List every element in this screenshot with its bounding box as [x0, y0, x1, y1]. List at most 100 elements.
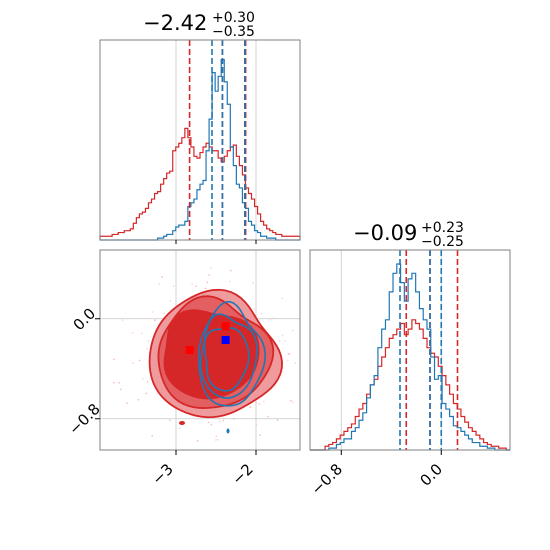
joint-scatter-point: [258, 403, 260, 405]
joint-scatter-point: [179, 427, 181, 430]
joint-scatter-point: [281, 297, 284, 300]
joint-scatter-point: [269, 318, 271, 321]
joint-scatter-point: [219, 420, 221, 422]
joint-marker-red: [221, 322, 230, 331]
joint-scatter-point: [278, 340, 281, 342]
y-histogram-blue: [310, 263, 510, 451]
y-param-title: −0.09 +0.23 −0.25: [353, 220, 464, 250]
joint-scatter-point: [151, 434, 153, 437]
y-title-value: −0.09: [353, 221, 417, 245]
joint-scatter-point: [208, 274, 210, 276]
joint-scatter-point: [154, 319, 156, 321]
joint-scatter-point: [121, 319, 124, 321]
joint-contour-blue-inner: [203, 327, 250, 392]
y-marginal-panel: [309, 249, 511, 451]
y-marginal-frame: [309, 249, 511, 451]
joint-scatter-point: [151, 311, 154, 313]
joint-scatter-point: [292, 329, 294, 332]
joint-scatter-point: [141, 332, 143, 335]
joint-scatter-point: [169, 419, 171, 422]
joint-scatter-point: [118, 381, 120, 384]
joint-x-tick-label: −3: [148, 460, 176, 488]
joint-marker-red: [185, 346, 194, 354]
joint-scatter-point: [204, 287, 207, 290]
x-title-lower: −0.35: [212, 24, 255, 40]
joint-scatter-point: [120, 388, 122, 391]
joint-scatter-point: [228, 280, 231, 283]
joint-scatter-point: [210, 423, 213, 426]
x-marginal-frame: [99, 39, 301, 241]
x-histogram-red: [99, 127, 301, 240]
joint-scatter-point: [138, 359, 141, 362]
joint-outlier-blue: [226, 428, 230, 434]
joint-scatter-point: [253, 308, 255, 310]
joint-scatter-point: [113, 358, 115, 361]
joint-scatter-point: [157, 317, 159, 320]
joint-scatter-point: [169, 300, 172, 302]
joint-scatter-point: [113, 382, 115, 384]
joint-contour-red-inner: [163, 309, 260, 400]
joint-scatter-point: [249, 406, 251, 408]
x-histogram-blue: [100, 58, 300, 241]
y-marginal-tick-label: 0.0: [416, 460, 446, 490]
joint-scatter-point: [252, 282, 254, 284]
joint-scatter-point: [131, 332, 134, 334]
joint-scatter-point: [132, 362, 134, 364]
joint-scatter-point: [281, 370, 283, 373]
joint-scatter-point: [197, 418, 199, 420]
joint-scatter-point: [142, 378, 144, 380]
joint-marker-blue: [221, 336, 230, 344]
joint-scatter-point: [163, 312, 165, 314]
joint-scatter-point: [290, 400, 292, 402]
joint-scatter-point: [273, 317, 275, 319]
joint-scatter-point: [126, 402, 128, 404]
x-marginal-panel: [99, 39, 301, 241]
joint-scatter-point: [255, 402, 257, 404]
joint-scatter-point: [284, 340, 286, 342]
joint-scatter-point: [233, 417, 235, 420]
x-title-value: −2.42: [143, 11, 207, 35]
joint-scatter-point: [230, 269, 232, 272]
joint-scatter-point: [195, 285, 197, 287]
y-title-upper: +0.23: [421, 220, 464, 236]
joint-contour-blue-outer: [197, 301, 266, 407]
joint-scatter-point: [294, 362, 296, 364]
joint-scatter-point: [217, 438, 219, 441]
joint-scatter-point: [287, 359, 289, 362]
joint-scatter-point: [287, 353, 290, 355]
joint-scatter-point: [191, 283, 193, 285]
joint-scatter-point: [173, 285, 175, 287]
joint-scatter-point: [207, 421, 210, 424]
joint-scatter-point: [276, 419, 279, 421]
y-title-lower: −0.25: [421, 234, 464, 250]
joint-x-tick-label: −2: [228, 460, 256, 488]
joint-scatter-point: [147, 340, 149, 342]
joint-scatter-point: [259, 434, 261, 436]
joint-scatter-point: [146, 347, 149, 350]
joint-outlier-red: [179, 421, 185, 425]
y-histogram-red: [310, 319, 510, 451]
joint-scatter-point: [302, 340, 303, 341]
joint-scatter-point: [158, 283, 160, 285]
joint-scatter-point: [267, 415, 269, 418]
joint-panel: [99, 249, 303, 451]
joint-frame: [99, 249, 301, 451]
joint-scatter-point: [281, 334, 284, 337]
joint-scatter-point: [289, 353, 291, 355]
x-title-upper: +0.30: [212, 10, 255, 26]
joint-scatter-point: [196, 440, 199, 442]
joint-scatter-point: [263, 400, 265, 403]
joint-scatter-point: [137, 399, 140, 401]
joint-scatter-point: [292, 401, 294, 404]
y-marginal-tick-label: −0.8: [308, 460, 346, 498]
joint-scatter-point: [210, 266, 212, 269]
joint-scatter-point: [145, 392, 147, 395]
joint-scatter-point: [260, 313, 263, 315]
joint-scatter-point: [161, 276, 163, 278]
x-param-title: −2.42 +0.30 −0.35: [143, 10, 255, 40]
joint-scatter-point: [206, 281, 209, 284]
joint-scatter-point: [215, 435, 218, 437]
joint-y-tick-label: 0.0: [70, 304, 100, 334]
joint-scatter-point: [146, 381, 149, 383]
